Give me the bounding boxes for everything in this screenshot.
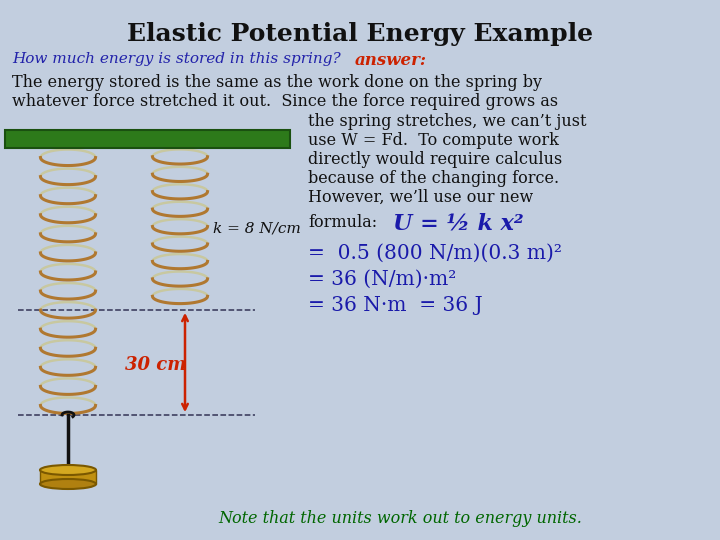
Text: use W = Fd.  To compute work: use W = Fd. To compute work bbox=[308, 132, 559, 149]
Text: k = 8 N/cm: k = 8 N/cm bbox=[213, 221, 301, 235]
Ellipse shape bbox=[40, 465, 96, 475]
Text: directly would require calculus: directly would require calculus bbox=[308, 151, 562, 168]
Text: =  0.5 (800 N/m)(0.3 m)²: = 0.5 (800 N/m)(0.3 m)² bbox=[308, 244, 562, 263]
Text: However, we’ll use our new: However, we’ll use our new bbox=[308, 189, 534, 206]
Text: whatever force stretched it out.  Since the force required grows as: whatever force stretched it out. Since t… bbox=[12, 93, 558, 110]
Text: 30 cm: 30 cm bbox=[125, 356, 186, 375]
Text: Note that the units work out to energy units.: Note that the units work out to energy u… bbox=[218, 510, 582, 527]
Text: = 36 (N/m)·m²: = 36 (N/m)·m² bbox=[308, 270, 456, 289]
Ellipse shape bbox=[40, 479, 96, 489]
Bar bbox=[5, 130, 290, 148]
Text: answer:: answer: bbox=[355, 52, 427, 69]
Bar bbox=[40, 470, 96, 484]
Text: because of the changing force.: because of the changing force. bbox=[308, 170, 559, 187]
Text: U = ½ k x²: U = ½ k x² bbox=[393, 212, 523, 234]
Text: = 36 N·m  = 36 J: = 36 N·m = 36 J bbox=[308, 296, 482, 315]
Text: the spring stretches, we can’t just: the spring stretches, we can’t just bbox=[308, 113, 587, 130]
Text: Elastic Potential Energy Example: Elastic Potential Energy Example bbox=[127, 22, 593, 46]
Text: formula:: formula: bbox=[308, 214, 377, 231]
Text: How much energy is stored in this spring?: How much energy is stored in this spring… bbox=[12, 52, 341, 66]
Text: The energy stored is the same as the work done on the spring by: The energy stored is the same as the wor… bbox=[12, 74, 542, 91]
